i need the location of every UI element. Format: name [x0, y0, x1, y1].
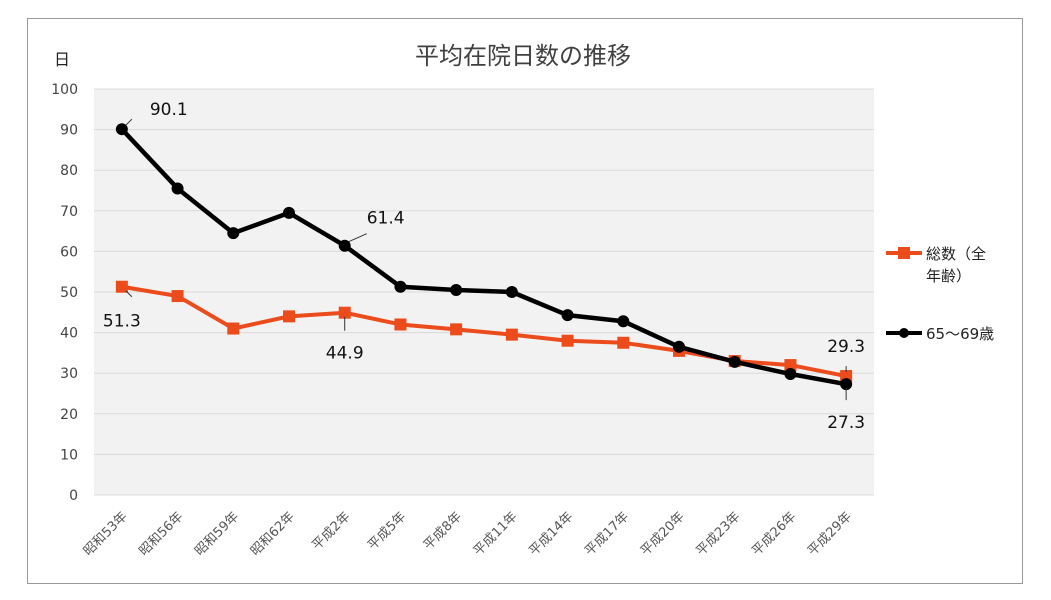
chart-title: 平均在院日数の推移 — [415, 42, 631, 70]
series-line — [119, 126, 849, 387]
y-axis-ticks: 0 10 20 30 40 50 60 70 80 90 100 — [51, 82, 78, 504]
data-label: 90.1 — [150, 100, 188, 120]
data-point — [784, 368, 797, 381]
x-tick-label: 平成5年 — [365, 509, 409, 553]
data-point — [115, 280, 128, 293]
x-tick-label: 平成14年 — [527, 509, 577, 559]
data-label: 29.3 — [827, 337, 865, 357]
legend-marker — [898, 247, 910, 259]
data-point — [561, 334, 574, 347]
data-label: 61.4 — [367, 209, 405, 229]
data-point — [227, 227, 240, 240]
x-tick-label: 平成11年 — [471, 509, 521, 559]
data-point — [505, 328, 518, 341]
y-tick-label: 50 — [60, 285, 78, 301]
x-tick-label: 平成2年 — [310, 509, 354, 553]
data-point — [450, 323, 463, 336]
x-tick-label: 平成29年 — [805, 509, 855, 559]
leader-line — [125, 118, 133, 126]
x-tick-label: 昭和62年 — [248, 509, 298, 559]
data-point — [617, 336, 630, 349]
data-point — [505, 286, 518, 298]
y-tick-label: 90 — [60, 123, 78, 139]
gridlines — [94, 88, 874, 496]
legend-marker — [899, 328, 909, 338]
y-tick-label: 20 — [60, 407, 78, 423]
data-point — [171, 182, 184, 195]
data-label: 27.3 — [827, 413, 865, 433]
x-tick-label: 平成26年 — [749, 509, 799, 559]
y-tick-label: 0 — [69, 488, 78, 504]
y-tick-label: 30 — [60, 366, 78, 382]
y-tick-label: 70 — [60, 204, 78, 220]
data-point — [561, 309, 574, 322]
legend-item-0: 総数（全年齢） — [886, 245, 986, 285]
series-1 — [115, 123, 853, 391]
x-tick-label: 平成23年 — [694, 509, 744, 559]
data-point — [784, 359, 797, 372]
x-axis-ticks: 昭和53年 昭和56年 昭和59年 昭和62年 平成2年 平成5年 平成8年 平成11年 平成1… — [81, 509, 855, 559]
data-point — [617, 315, 630, 328]
data-point — [840, 378, 853, 391]
data-point — [283, 206, 295, 219]
legend-label: 総数（全 — [926, 245, 986, 263]
legend-label: 65～69歳 — [926, 325, 994, 343]
y-tick-label: 60 — [60, 244, 78, 260]
data-point — [338, 306, 351, 319]
leader-line — [125, 290, 133, 298]
y-tick-label: 40 — [60, 326, 78, 342]
data-point — [673, 340, 685, 353]
x-tick-label: 昭和53年 — [81, 509, 131, 559]
data-label: 51.3 — [103, 312, 141, 332]
x-tick-label: 平成8年 — [421, 509, 465, 553]
data-point — [728, 355, 741, 368]
data-point — [450, 283, 463, 296]
data-labels: 90.1 51.3 61.4 44.9 29.3 27.3 — [103, 100, 865, 433]
data-point — [338, 239, 351, 252]
data-point — [394, 280, 407, 293]
data-point — [394, 318, 407, 331]
data-label: 44.9 — [326, 344, 364, 364]
x-tick-label: 平成17年 — [582, 509, 632, 559]
data-point — [171, 290, 184, 303]
y-tick-label: 80 — [60, 163, 78, 179]
data-point — [283, 310, 295, 323]
leader-line — [348, 233, 367, 243]
line-chart: 0 10 20 30 40 50 60 70 80 90 100 昭和53年 昭和56年 昭和59年 昭和… — [51, 42, 994, 559]
legend-item-1: 65～69歳 — [886, 325, 994, 343]
legend-label: 年齢） — [926, 267, 971, 285]
y-tick-label: 100 — [51, 82, 78, 98]
data-point — [227, 322, 240, 335]
y-tick-label: 10 — [60, 447, 78, 463]
chart-frame: 0 10 20 30 40 50 60 70 80 90 100 昭和53年 昭和56年 昭和59年 昭和… — [27, 18, 1023, 584]
x-tick-label: 昭和59年 — [192, 509, 242, 559]
data-point — [115, 123, 128, 136]
series-group — [115, 123, 853, 391]
y-axis-unit: 日 — [54, 50, 70, 69]
legend: 総数（全年齢） 65～69歳 — [886, 245, 994, 343]
x-tick-label: 昭和56年 — [137, 509, 187, 559]
x-tick-label: 平成20年 — [638, 509, 688, 559]
